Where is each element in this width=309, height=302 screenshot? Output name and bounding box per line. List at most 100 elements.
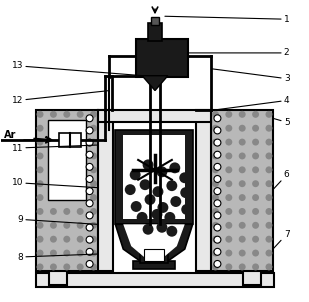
Circle shape: [63, 153, 70, 159]
Circle shape: [86, 261, 93, 267]
Circle shape: [212, 208, 219, 215]
Circle shape: [212, 236, 219, 243]
Circle shape: [170, 196, 181, 207]
Text: 10: 10: [12, 178, 98, 188]
Circle shape: [225, 208, 232, 215]
Circle shape: [225, 222, 232, 229]
Bar: [115, 130, 193, 224]
Circle shape: [239, 194, 246, 201]
Circle shape: [252, 166, 259, 173]
Circle shape: [50, 194, 57, 201]
Circle shape: [212, 153, 219, 159]
Circle shape: [90, 139, 97, 146]
Polygon shape: [123, 224, 185, 257]
Circle shape: [36, 222, 44, 229]
Circle shape: [158, 202, 168, 213]
Circle shape: [181, 204, 192, 215]
Bar: [36, 110, 98, 271]
Circle shape: [239, 166, 246, 173]
Circle shape: [239, 125, 246, 132]
Circle shape: [265, 208, 273, 215]
Text: 3: 3: [211, 69, 290, 83]
Circle shape: [252, 236, 259, 243]
Circle shape: [212, 180, 219, 187]
Circle shape: [86, 236, 93, 243]
Circle shape: [77, 194, 84, 201]
Circle shape: [63, 263, 70, 270]
Polygon shape: [115, 224, 193, 261]
Polygon shape: [142, 76, 168, 91]
Circle shape: [212, 194, 219, 201]
Text: 12: 12: [12, 91, 109, 105]
Circle shape: [63, 222, 70, 229]
Circle shape: [265, 166, 273, 173]
Circle shape: [225, 249, 232, 256]
Circle shape: [90, 125, 97, 132]
Circle shape: [166, 180, 177, 191]
Circle shape: [214, 127, 221, 134]
Circle shape: [239, 222, 246, 229]
Circle shape: [86, 224, 93, 231]
Circle shape: [214, 236, 221, 243]
Circle shape: [225, 236, 232, 243]
Circle shape: [36, 139, 44, 146]
Circle shape: [36, 125, 44, 132]
Circle shape: [214, 200, 221, 207]
Circle shape: [86, 188, 93, 194]
Circle shape: [265, 222, 273, 229]
Bar: [36, 273, 274, 287]
Text: 4: 4: [211, 96, 290, 110]
Bar: [196, 110, 211, 271]
Circle shape: [265, 111, 273, 118]
Bar: [98, 110, 211, 122]
Circle shape: [77, 236, 84, 243]
Bar: [136, 39, 188, 77]
Circle shape: [90, 180, 97, 187]
Bar: [140, 245, 168, 263]
Circle shape: [36, 180, 44, 187]
Circle shape: [77, 153, 84, 159]
Circle shape: [63, 166, 70, 173]
Circle shape: [252, 125, 259, 132]
Circle shape: [50, 180, 57, 187]
Circle shape: [77, 139, 84, 146]
Circle shape: [179, 172, 190, 183]
Bar: [98, 110, 113, 271]
Bar: [211, 110, 273, 271]
Circle shape: [156, 222, 167, 233]
Circle shape: [252, 180, 259, 187]
Circle shape: [252, 208, 259, 215]
Circle shape: [239, 139, 246, 146]
Circle shape: [265, 263, 273, 270]
Circle shape: [131, 201, 142, 212]
Circle shape: [265, 236, 273, 243]
Circle shape: [90, 166, 97, 173]
Circle shape: [225, 125, 232, 132]
Circle shape: [90, 222, 97, 229]
Circle shape: [214, 248, 221, 255]
Circle shape: [36, 166, 44, 173]
Circle shape: [151, 209, 163, 220]
Bar: [151, 17, 159, 25]
Circle shape: [50, 249, 57, 256]
Circle shape: [86, 212, 93, 219]
Text: 7: 7: [273, 230, 290, 249]
Circle shape: [212, 222, 219, 229]
Circle shape: [225, 180, 232, 187]
Circle shape: [77, 111, 84, 118]
Text: 8: 8: [17, 252, 98, 262]
Circle shape: [214, 163, 221, 170]
Circle shape: [50, 222, 57, 229]
Circle shape: [50, 153, 57, 159]
Circle shape: [214, 261, 221, 267]
Bar: [123, 135, 185, 219]
Circle shape: [77, 249, 84, 256]
Circle shape: [214, 151, 221, 158]
Text: 2: 2: [188, 48, 290, 57]
Circle shape: [86, 163, 93, 170]
Circle shape: [180, 187, 191, 198]
Circle shape: [86, 127, 93, 134]
Circle shape: [239, 153, 246, 159]
Bar: [243, 257, 261, 285]
Circle shape: [164, 212, 175, 223]
